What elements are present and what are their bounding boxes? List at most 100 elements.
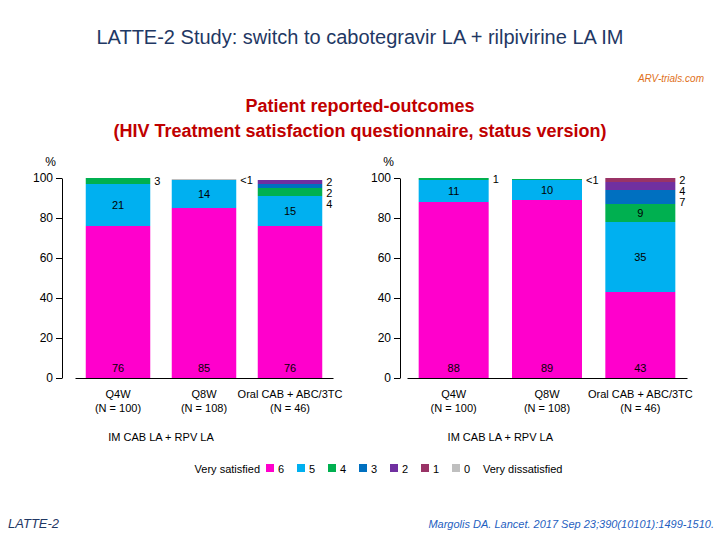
data-label: 21 [112, 199, 124, 211]
data-label: 9 [637, 207, 643, 219]
data-label: <1 [240, 174, 253, 186]
x-tick-line: Q4W [441, 388, 467, 400]
subtitle-line: (HIV Treatment satisfaction questionnair… [113, 121, 606, 141]
x-tick-label: Q4W(N = 100) [95, 388, 141, 414]
source: Margolis DA. Lancet. 2017 Sep 23;390(101… [428, 518, 714, 530]
bar-segment [86, 226, 151, 378]
bar-segment [605, 182, 675, 190]
data-label: 15 [284, 205, 296, 217]
x-tick-line: (N = 100) [431, 402, 477, 414]
y-tick-mark [394, 298, 400, 299]
bar-segment [258, 180, 323, 184]
bar-segment [512, 180, 582, 200]
bar-segment [86, 178, 151, 184]
footer: LATTE-2 [8, 516, 60, 531]
legend-entry: 0 [452, 463, 470, 475]
data-label: 76 [284, 362, 296, 374]
bars [86, 178, 323, 378]
y-tick: 40 [40, 291, 62, 305]
subtitle-line: Patient reported-outcomes [245, 96, 474, 116]
chart-1: 0 20 40 60 80 100% Q4W (N = 100) Q8W(N = 108) Ora… [371, 155, 693, 443]
x-tick-label: Oral CAB + ABC/3TC(N = 46) [588, 388, 693, 414]
legend-end: Very dissatisfied [483, 463, 562, 475]
y-tick: 60 [40, 251, 62, 265]
data-label: 14 [198, 188, 210, 200]
y-axis: 0 20 40 60 80 100 [33, 171, 63, 385]
legend-entry: 2 [390, 463, 408, 475]
legend-label: 2 [402, 463, 408, 475]
data-labels: 7685762114153<1224 [112, 174, 333, 375]
x-tick-line: (N = 100) [95, 402, 141, 414]
legend-label: 1 [433, 463, 439, 475]
y-tick-mark [394, 218, 400, 219]
data-label: 3 [154, 175, 160, 187]
data-label: 85 [198, 362, 210, 374]
bar-segment [419, 202, 489, 378]
legend-label: 3 [371, 463, 377, 475]
y-axis-line [400, 179, 401, 379]
y-tick-label: 40 [40, 291, 54, 305]
y-tick: 0 [384, 371, 400, 385]
legend-swatch [390, 464, 398, 472]
data-label: <1 [586, 174, 599, 186]
legend-swatch [359, 464, 367, 472]
legend-start: Very satisfied [195, 463, 260, 475]
bar-segment [512, 200, 582, 378]
legend-swatch [266, 464, 274, 472]
data-label: 4 [326, 198, 332, 210]
x-axis: Q4W (N = 100) Q8W(N = 108) Oral CAB + ABC/3… [408, 378, 693, 414]
y-tick-mark [56, 258, 62, 259]
y-tick: 100 [371, 171, 400, 185]
bar-segment [419, 180, 489, 202]
legend-entry: 1 [421, 463, 439, 475]
legend-swatch [328, 464, 336, 472]
bar-segment [172, 179, 237, 180]
x-tick: Oral CAB + ABC/3TC(N = 46) [238, 378, 343, 414]
y-axis-line [62, 179, 63, 379]
y-tick-mark [56, 338, 62, 339]
x-tick-line: Q8W [534, 388, 560, 400]
bar-segment [605, 292, 675, 378]
x-tick-line: (N = 108) [181, 402, 227, 414]
x-tick-line: Q8W [191, 388, 217, 400]
bar-segment [258, 184, 323, 188]
y-tick-label: 80 [378, 211, 392, 225]
y-tick: 100 [33, 171, 62, 185]
y-tick-mark [394, 338, 400, 339]
bar-segment [512, 179, 582, 180]
bar-segment [172, 208, 237, 378]
chart-0: 0 20 40 60 80 100% Q4W(N = 100) Q8W (N = 108) Ora… [33, 155, 343, 443]
y-tick-label: 100 [371, 171, 391, 185]
y-axis-label: % [45, 155, 56, 169]
x-tick-line: Oral CAB + ABC/3TC [588, 388, 693, 400]
y-tick: 20 [378, 331, 400, 345]
legend-swatch [452, 464, 460, 472]
y-tick-mark [56, 178, 62, 179]
slide-title: LATTE-2 Study: switch to cabotegravir LA… [96, 26, 623, 48]
bar-segment [605, 204, 675, 222]
x-tick-label: Q4W (N = 100) [431, 388, 477, 414]
legend-label: 6 [278, 463, 284, 475]
bar-segment [605, 178, 675, 182]
bar-segment [605, 222, 675, 292]
data-label: 1 [493, 173, 499, 185]
data-labels: 88894311103591<1247 [448, 173, 686, 374]
legend-entry: 6 [266, 463, 284, 475]
x-axis-line [76, 378, 334, 379]
legend-entry: 5 [297, 463, 315, 475]
y-axis-label: % [383, 155, 394, 169]
y-tick-label: 60 [378, 251, 392, 265]
y-tick-label: 60 [40, 251, 54, 265]
x-tick: Q8W(N = 108) [524, 378, 570, 414]
group-label: IM CAB LA + RPV LA [108, 431, 214, 443]
y-tick-label: 20 [378, 331, 392, 345]
x-tick-label: Q8W(N = 108) [524, 388, 570, 414]
legend-entry: 3 [359, 463, 377, 475]
legend-label: 4 [340, 463, 346, 475]
y-tick-label: 40 [378, 291, 392, 305]
y-tick-label: 20 [40, 331, 54, 345]
legend-entry: 4 [328, 463, 346, 475]
y-tick: 0 [46, 371, 62, 385]
data-label: 35 [634, 251, 646, 263]
y-tick: 80 [40, 211, 62, 225]
